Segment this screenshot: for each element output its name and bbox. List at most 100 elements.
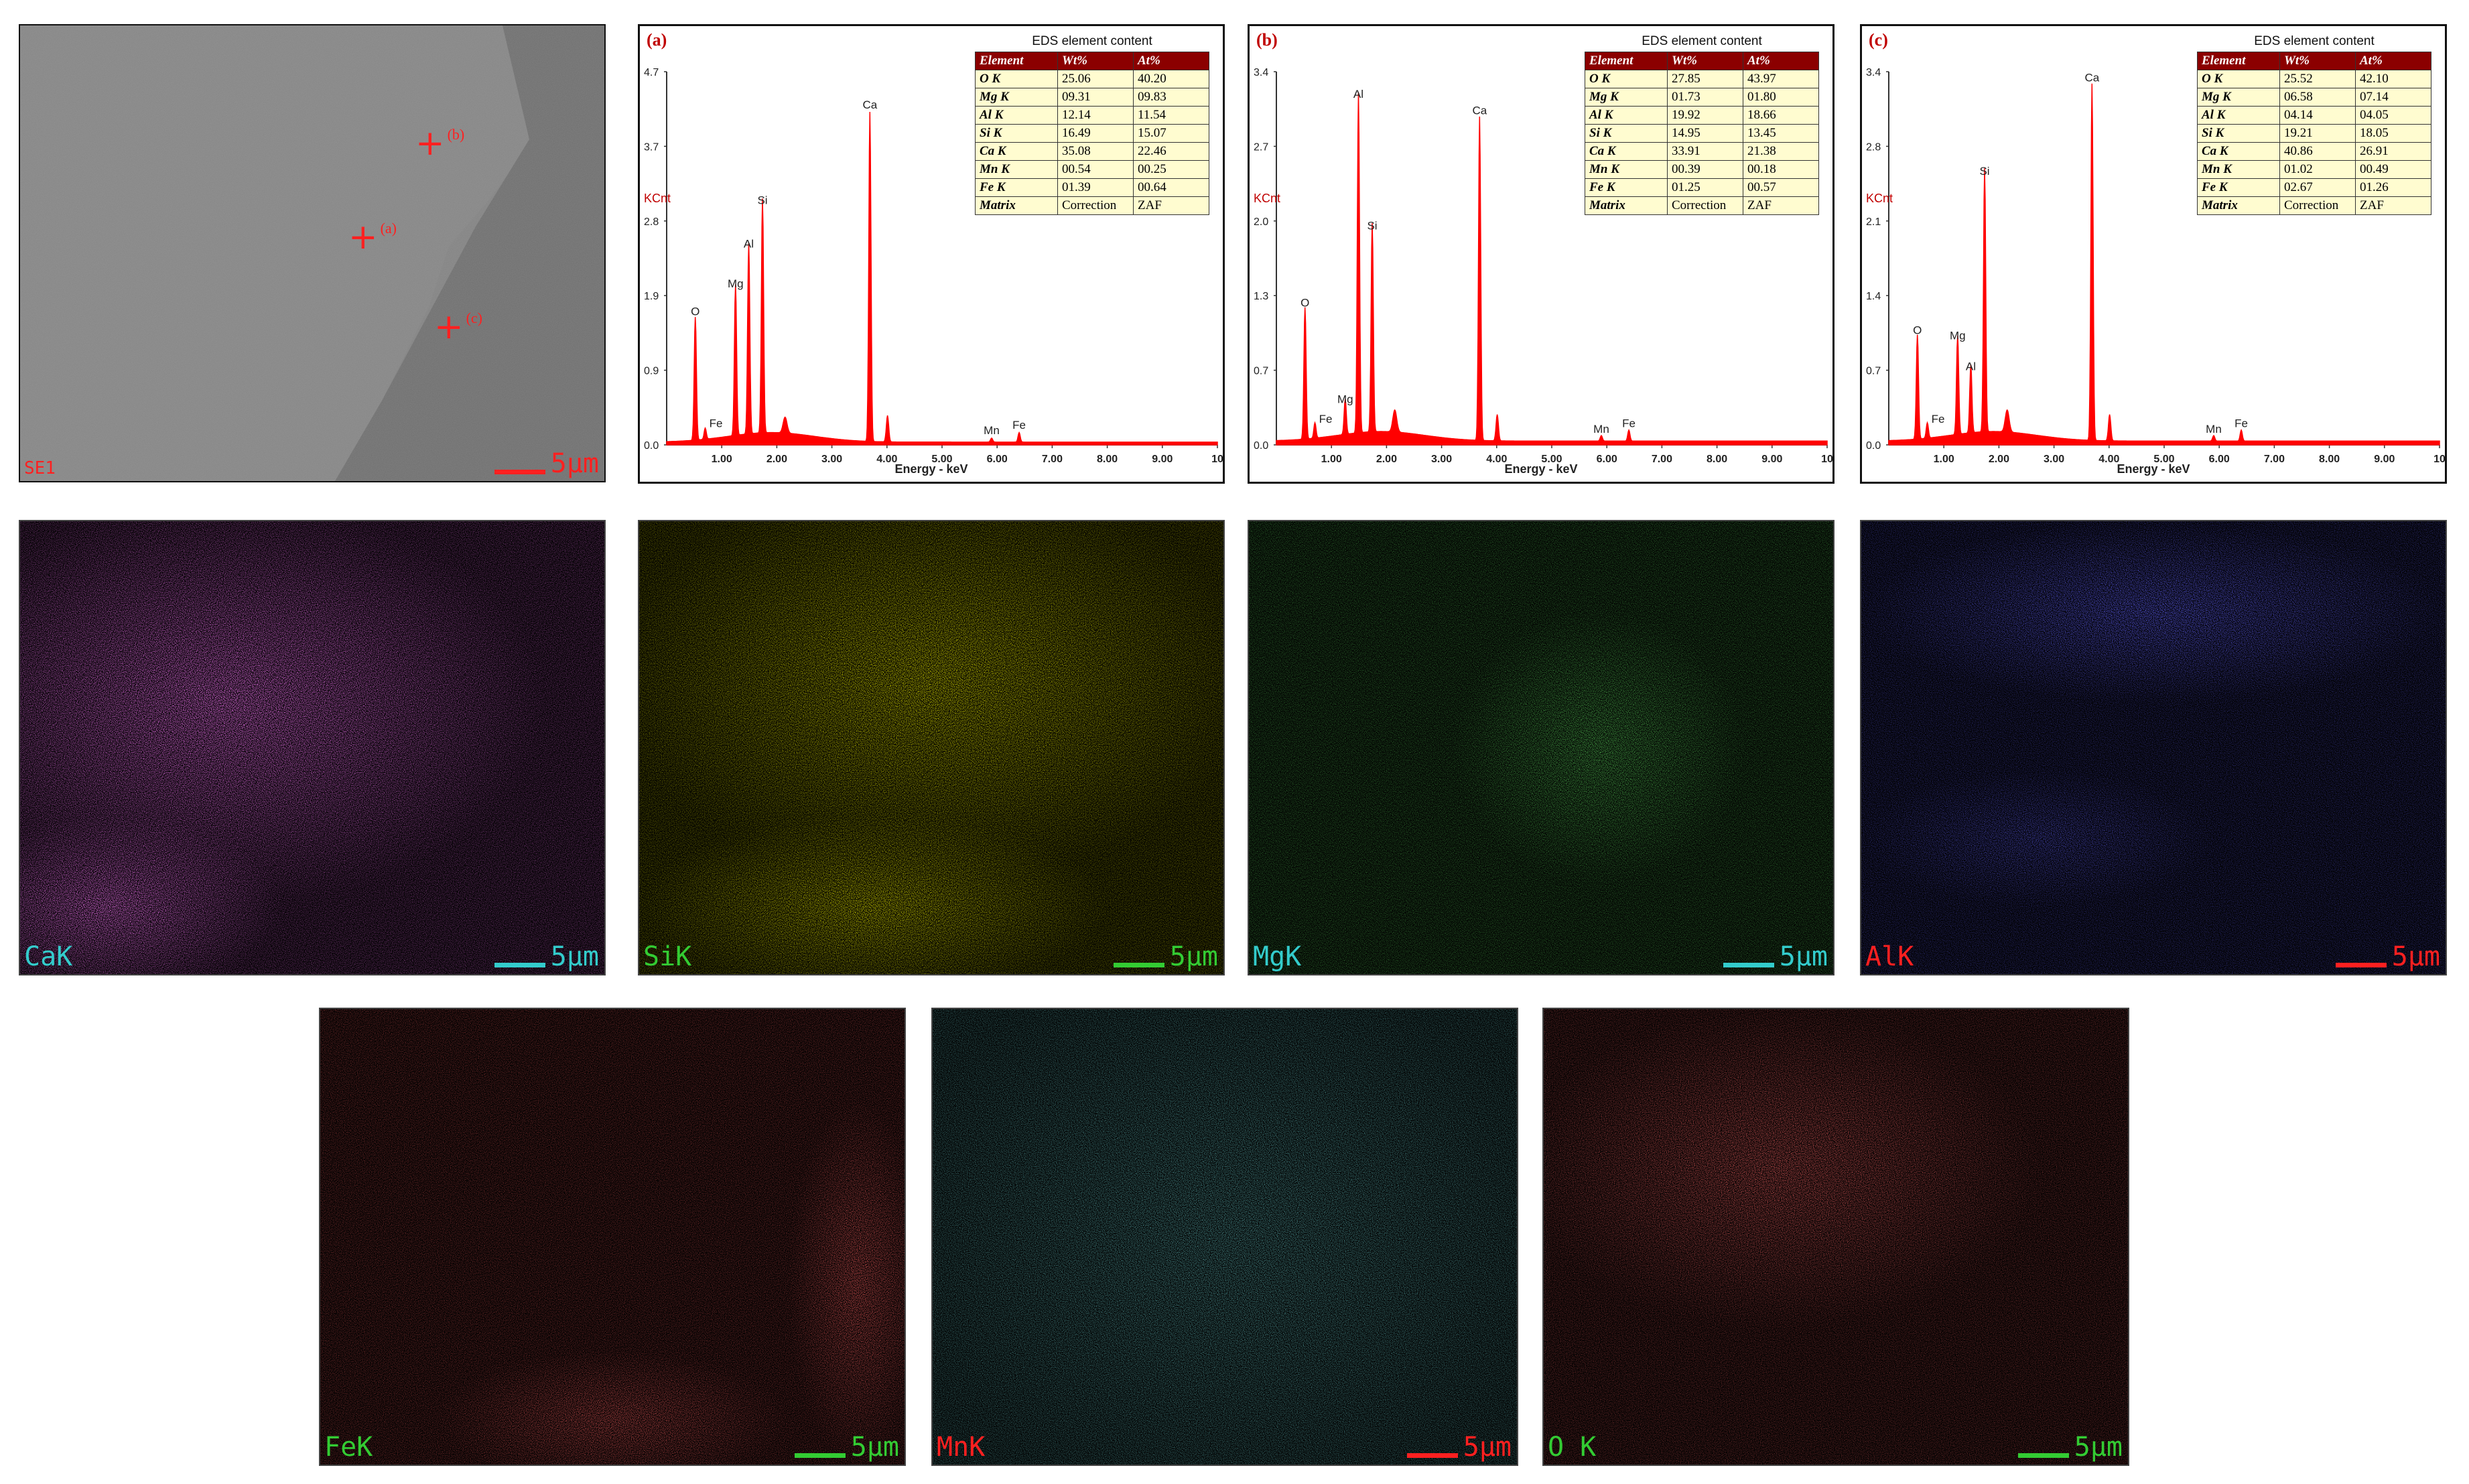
- table-cell: 25.52: [2279, 70, 2356, 88]
- table-cell: 09.83: [1133, 88, 1209, 107]
- map-label: SiK: [643, 941, 692, 972]
- x-tick-label: 1.00: [1934, 454, 1954, 465]
- map-ca: CaK 5μm: [19, 520, 606, 975]
- peak-label: Ca: [862, 98, 877, 111]
- table-cell: Correction: [1667, 196, 1743, 215]
- peak-label: Al: [1353, 88, 1363, 100]
- peak-label: Mn: [1593, 423, 1609, 435]
- map-si: SiK 5μm: [638, 520, 1225, 975]
- map-label: O K: [1548, 1432, 1597, 1463]
- table-cell: Fe K: [1585, 178, 1668, 197]
- scale-bar: [1723, 963, 1774, 967]
- table-cell: Matrix: [975, 196, 1058, 215]
- x-tick-label: 7.00: [1652, 454, 1672, 465]
- table-cell: 15.07: [1133, 124, 1209, 143]
- map-scale: 5μm: [1406, 1432, 1512, 1463]
- table-cell: 06.58: [2279, 88, 2356, 107]
- map-label: MgK: [1253, 941, 1302, 972]
- eds-table: Element Wt% At% O K 25.06 40.20 Mg K 09.31 09.83…: [975, 52, 1209, 215]
- scale-label: 5μm: [2391, 941, 2440, 972]
- table-row: Mg K 06.58 07.14: [2197, 88, 2431, 107]
- scale-label: 5μm: [1463, 1432, 1512, 1463]
- table-header: At%: [1133, 52, 1209, 70]
- x-tick-label: 2.00: [766, 454, 787, 465]
- table-cell: 09.31: [1057, 88, 1134, 107]
- peak-label: Fe: [1622, 417, 1636, 430]
- map-label: MnK: [937, 1432, 986, 1463]
- sem-point-c: + (c): [434, 307, 482, 347]
- table-cell: Al K: [1585, 106, 1668, 125]
- x-tick-label: 6.00: [987, 454, 1008, 465]
- table-cell: Ca K: [975, 142, 1058, 161]
- table-cell: 00.64: [1133, 178, 1209, 197]
- x-tick-label: 2.00: [1989, 454, 2009, 465]
- table-header: Element: [975, 52, 1058, 70]
- map-scale: 5μm: [1723, 943, 1828, 970]
- table-cell: Al K: [2197, 106, 2280, 125]
- table-cell: O K: [975, 70, 1058, 88]
- table-row: Si K 19.21 18.05: [2197, 124, 2431, 143]
- scale-bar: [794, 1453, 846, 1458]
- y-tick-label: 0.0: [1254, 440, 1268, 452]
- table-row: Al K 04.14 04.05: [2197, 106, 2431, 125]
- peak-label: Si: [1979, 165, 1989, 178]
- peak-label: O: [1300, 296, 1309, 309]
- table-caption: EDS element content: [1642, 34, 1762, 48]
- table-cell: Al K: [975, 106, 1058, 125]
- table-cell: ZAF: [1743, 196, 1819, 215]
- table-cell: Mn K: [975, 160, 1058, 179]
- table-cell: 43.97: [1743, 70, 1819, 88]
- peak-label: Al: [1966, 360, 1976, 373]
- map-mg: MgK 5μm: [1248, 520, 1834, 975]
- x-tick-label: 10: [1211, 454, 1223, 465]
- peak-label: Mg: [728, 277, 744, 290]
- x-tick-label: 8.00: [1707, 454, 1727, 465]
- map-label: CaK: [24, 941, 73, 972]
- map-scale: 5μm: [794, 1434, 899, 1461]
- x-tick-label: 5.00: [931, 454, 952, 465]
- scale-bar: [1113, 963, 1164, 967]
- peak-label: Si: [1367, 220, 1377, 232]
- table-row: Mn K 00.39 00.18: [1585, 160, 1819, 179]
- table-row: Si K 14.95 13.45: [1585, 124, 1819, 143]
- element-distribution: [933, 1009, 1517, 1465]
- table-cell: Mg K: [975, 88, 1058, 107]
- peak-label: Si: [757, 194, 767, 206]
- table-cell: 01.02: [2279, 160, 2356, 179]
- table-cell: 27.85: [1667, 70, 1743, 88]
- table-caption: EDS element content: [1032, 34, 1152, 48]
- table-row: Matrix Correction ZAF: [975, 196, 1209, 215]
- y-tick-label: 1.4: [1866, 291, 1881, 302]
- table-cell: 00.49: [2355, 160, 2431, 179]
- table-cell: 01.80: [1743, 88, 1819, 107]
- y-tick-label: 0.9: [644, 366, 659, 377]
- y-axis-label: KCnt: [644, 192, 671, 206]
- sem-texture: [20, 25, 604, 481]
- x-axis-label: Energy - keV: [894, 462, 968, 476]
- table-cell: O K: [1585, 70, 1668, 88]
- eds-spectrum-a: 0.0 0.9 1.9 2.8 3.7 4.7 1.00 2.00 3.00 4.00 5.00 6.…: [638, 24, 1225, 484]
- table-cell: Mn K: [2197, 160, 2280, 179]
- point-label: (b): [447, 126, 465, 143]
- table-cell: Fe K: [2197, 178, 2280, 197]
- table-cell: Correction: [2279, 196, 2356, 215]
- x-tick-label: 9.00: [1761, 454, 1782, 465]
- table-cell: 19.92: [1667, 106, 1743, 125]
- scale-label: 5μm: [1169, 941, 1218, 972]
- scale-bar: [494, 963, 545, 967]
- table-cell: 01.73: [1667, 88, 1743, 107]
- table-cell: O K: [2197, 70, 2280, 88]
- x-tick-label: 8.00: [2319, 454, 2340, 465]
- spectrum-plot: 0.0 0.9 1.9 2.8 3.7 4.7 1.00 2.00 3.00 4.00 5.00 6.…: [644, 67, 1223, 465]
- table-cell: Si K: [1585, 124, 1668, 143]
- table-cell: 40.20: [1133, 70, 1209, 88]
- table-row: Fe K 01.39 00.64: [975, 178, 1209, 197]
- table-cell: 02.67: [2279, 178, 2356, 197]
- table-row: Ca K 33.91 21.38: [1585, 142, 1819, 161]
- spectrum-series: [666, 111, 1218, 446]
- element-distribution: [1249, 521, 1833, 974]
- x-tick-label: 1.00: [1321, 454, 1342, 465]
- scale-label: 5μm: [2074, 1432, 2123, 1463]
- x-tick-label: 10: [2433, 454, 2445, 465]
- table-row: O K 27.85 43.97: [1585, 70, 1819, 88]
